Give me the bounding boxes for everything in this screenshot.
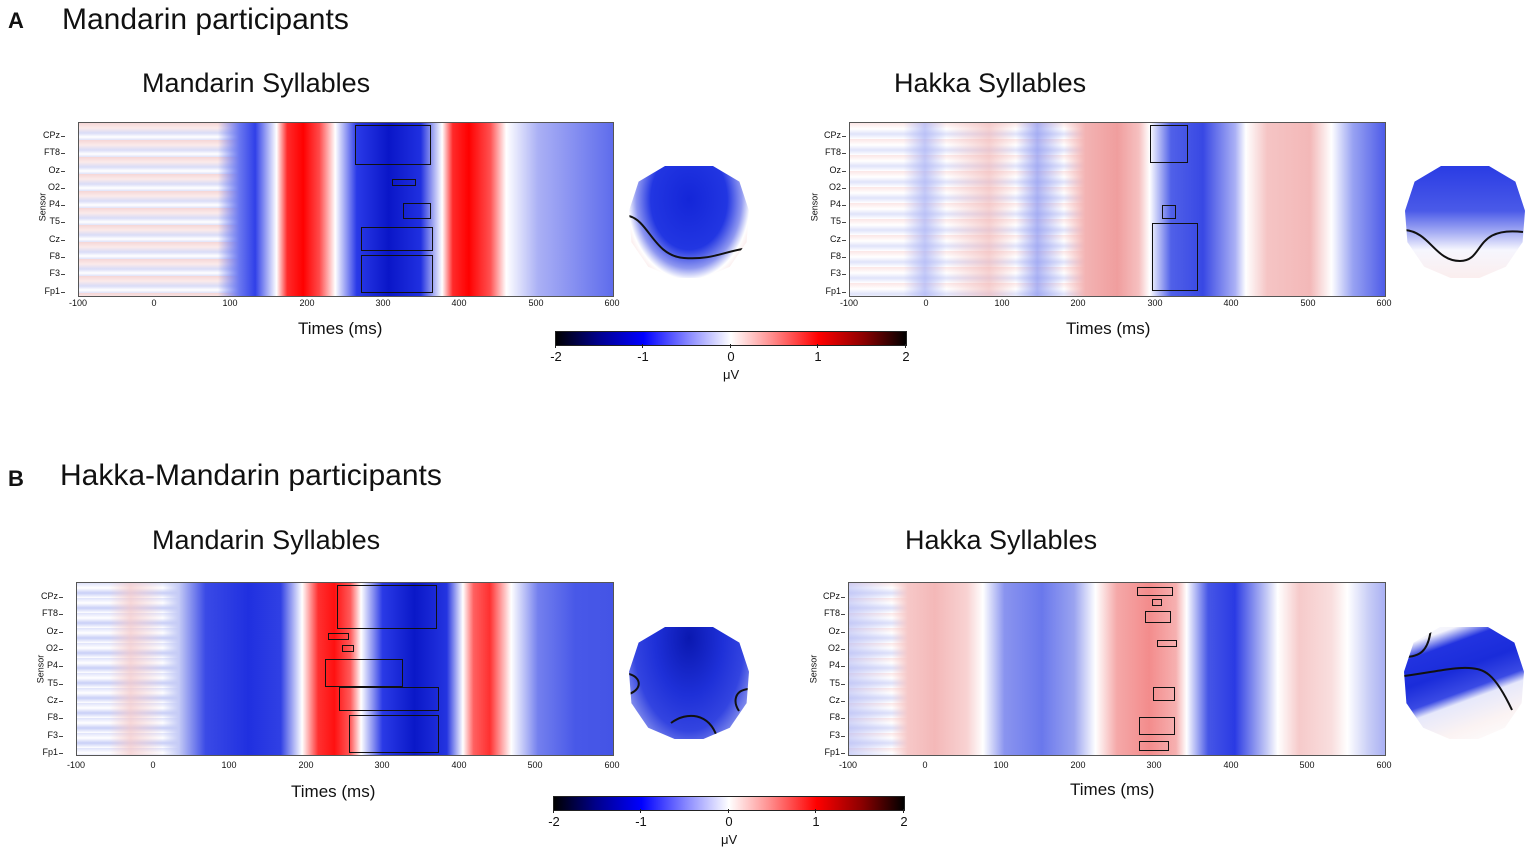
y-axis-label: Sensor [35, 654, 46, 684]
heatmap-b-mandarin [76, 582, 614, 756]
cluster-contour [337, 585, 437, 629]
cluster-contour [403, 203, 431, 219]
cluster-contour [1162, 205, 1176, 219]
contour-line [629, 673, 749, 738]
topomap-b-mandarin [629, 627, 749, 739]
colorbar-a [555, 331, 907, 346]
x-axis-label: Times (ms) [298, 319, 383, 338]
topomap-a-mandarin [629, 166, 749, 278]
cluster-contour [1152, 223, 1198, 291]
heatmap-a-mandarin [78, 122, 614, 297]
panel-b-left-title: Mandarin Syllables [152, 525, 381, 555]
cluster-contour [1150, 125, 1188, 163]
cluster-contour [325, 659, 403, 687]
cluster-contour [361, 255, 433, 293]
panel-a-letter: A [8, 8, 24, 33]
panel-a-title: Mandarin participants [62, 3, 349, 36]
cluster-contour [328, 633, 349, 640]
cluster-contour [349, 715, 439, 753]
cluster-contour [1153, 687, 1175, 701]
y-axis-label: Sensor [809, 192, 820, 222]
cluster-contour [1152, 599, 1162, 606]
y-axis-label: Sensor [37, 192, 48, 222]
x-axis-label: Times (ms) [1066, 319, 1151, 338]
panel-b-title: Hakka-Mandarin participants [60, 459, 442, 492]
contour-line [1405, 229, 1524, 263]
cluster-contour [361, 227, 433, 251]
heatmap-a-hakka [849, 122, 1386, 297]
x-axis-label: Times (ms) [291, 782, 376, 801]
contour-line [629, 215, 749, 260]
panel-b-right-title: Hakka Syllables [905, 525, 1098, 555]
x-axis-label: Times (ms) [1070, 780, 1155, 799]
cluster-contour [339, 687, 439, 711]
cluster-contour [392, 179, 416, 186]
colorbar-b-label: μV [721, 832, 738, 847]
contour-line [1404, 627, 1513, 711]
y-axis-label: Sensor [808, 654, 819, 684]
colorbar-b [553, 796, 905, 811]
cluster-contour [1139, 717, 1175, 735]
colorbar-a-label: μV [723, 367, 740, 382]
cluster-contour [342, 645, 354, 652]
panel-b-letter: B [8, 466, 24, 491]
cluster-contour [1145, 611, 1171, 623]
cluster-contour [1157, 640, 1177, 647]
heatmap-b-hakka [848, 582, 1386, 756]
cluster-contour [1137, 587, 1173, 596]
topomap-a-hakka [1405, 166, 1525, 278]
cluster-contour [1139, 741, 1169, 751]
topomap-b-hakka [1404, 627, 1524, 739]
panel-a-left-title: Mandarin Syllables [142, 68, 371, 98]
panel-a-right-title: Hakka Syllables [894, 68, 1087, 98]
cluster-contour [355, 125, 431, 165]
